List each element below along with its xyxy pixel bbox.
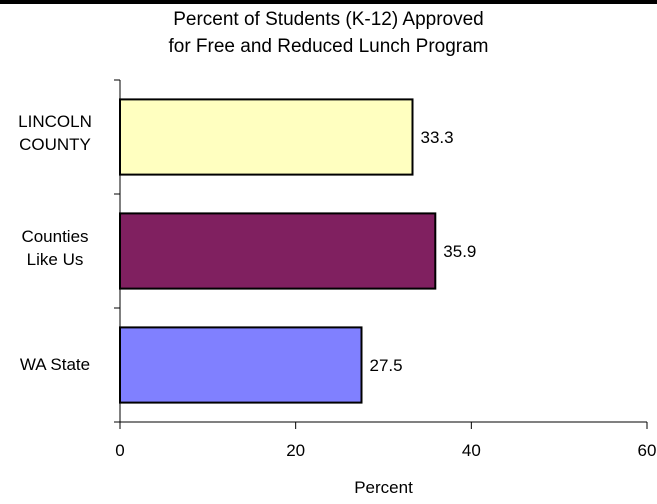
chart-title: Percent of Students (K-12) Approved for … bbox=[0, 6, 657, 60]
bar-value-label: 27.5 bbox=[370, 356, 403, 375]
x-tick-label: 60 bbox=[638, 441, 657, 460]
bar-value-label: 33.3 bbox=[421, 128, 454, 147]
category-label-line: Like Us bbox=[26, 250, 84, 269]
bar-value-label: 35.9 bbox=[443, 242, 476, 261]
x-tick-label: 40 bbox=[462, 441, 481, 460]
top-rule bbox=[0, 0, 657, 4]
category-label-counties-like-us: Counties Like Us bbox=[0, 225, 110, 271]
bar bbox=[119, 326, 363, 404]
category-label-line: WA State bbox=[19, 355, 91, 374]
category-label-line: COUNTY bbox=[19, 135, 91, 154]
chart-title-line-1: Percent of Students (K-12) Approved bbox=[173, 9, 484, 30]
bar bbox=[119, 98, 414, 176]
x-tick-label: 20 bbox=[286, 441, 305, 460]
category-label-line: LINCOLN bbox=[18, 112, 92, 131]
bar bbox=[119, 212, 437, 290]
x-axis-title: Percent bbox=[354, 478, 413, 497]
x-tick-label: 0 bbox=[115, 441, 124, 460]
category-label-line: Counties bbox=[21, 227, 89, 246]
category-label-wa-state: WA State bbox=[0, 353, 110, 376]
chart-title-line-2: for Free and Reduced Lunch Program bbox=[168, 36, 489, 57]
category-label-lincoln-county: LINCOLN COUNTY bbox=[0, 110, 110, 156]
